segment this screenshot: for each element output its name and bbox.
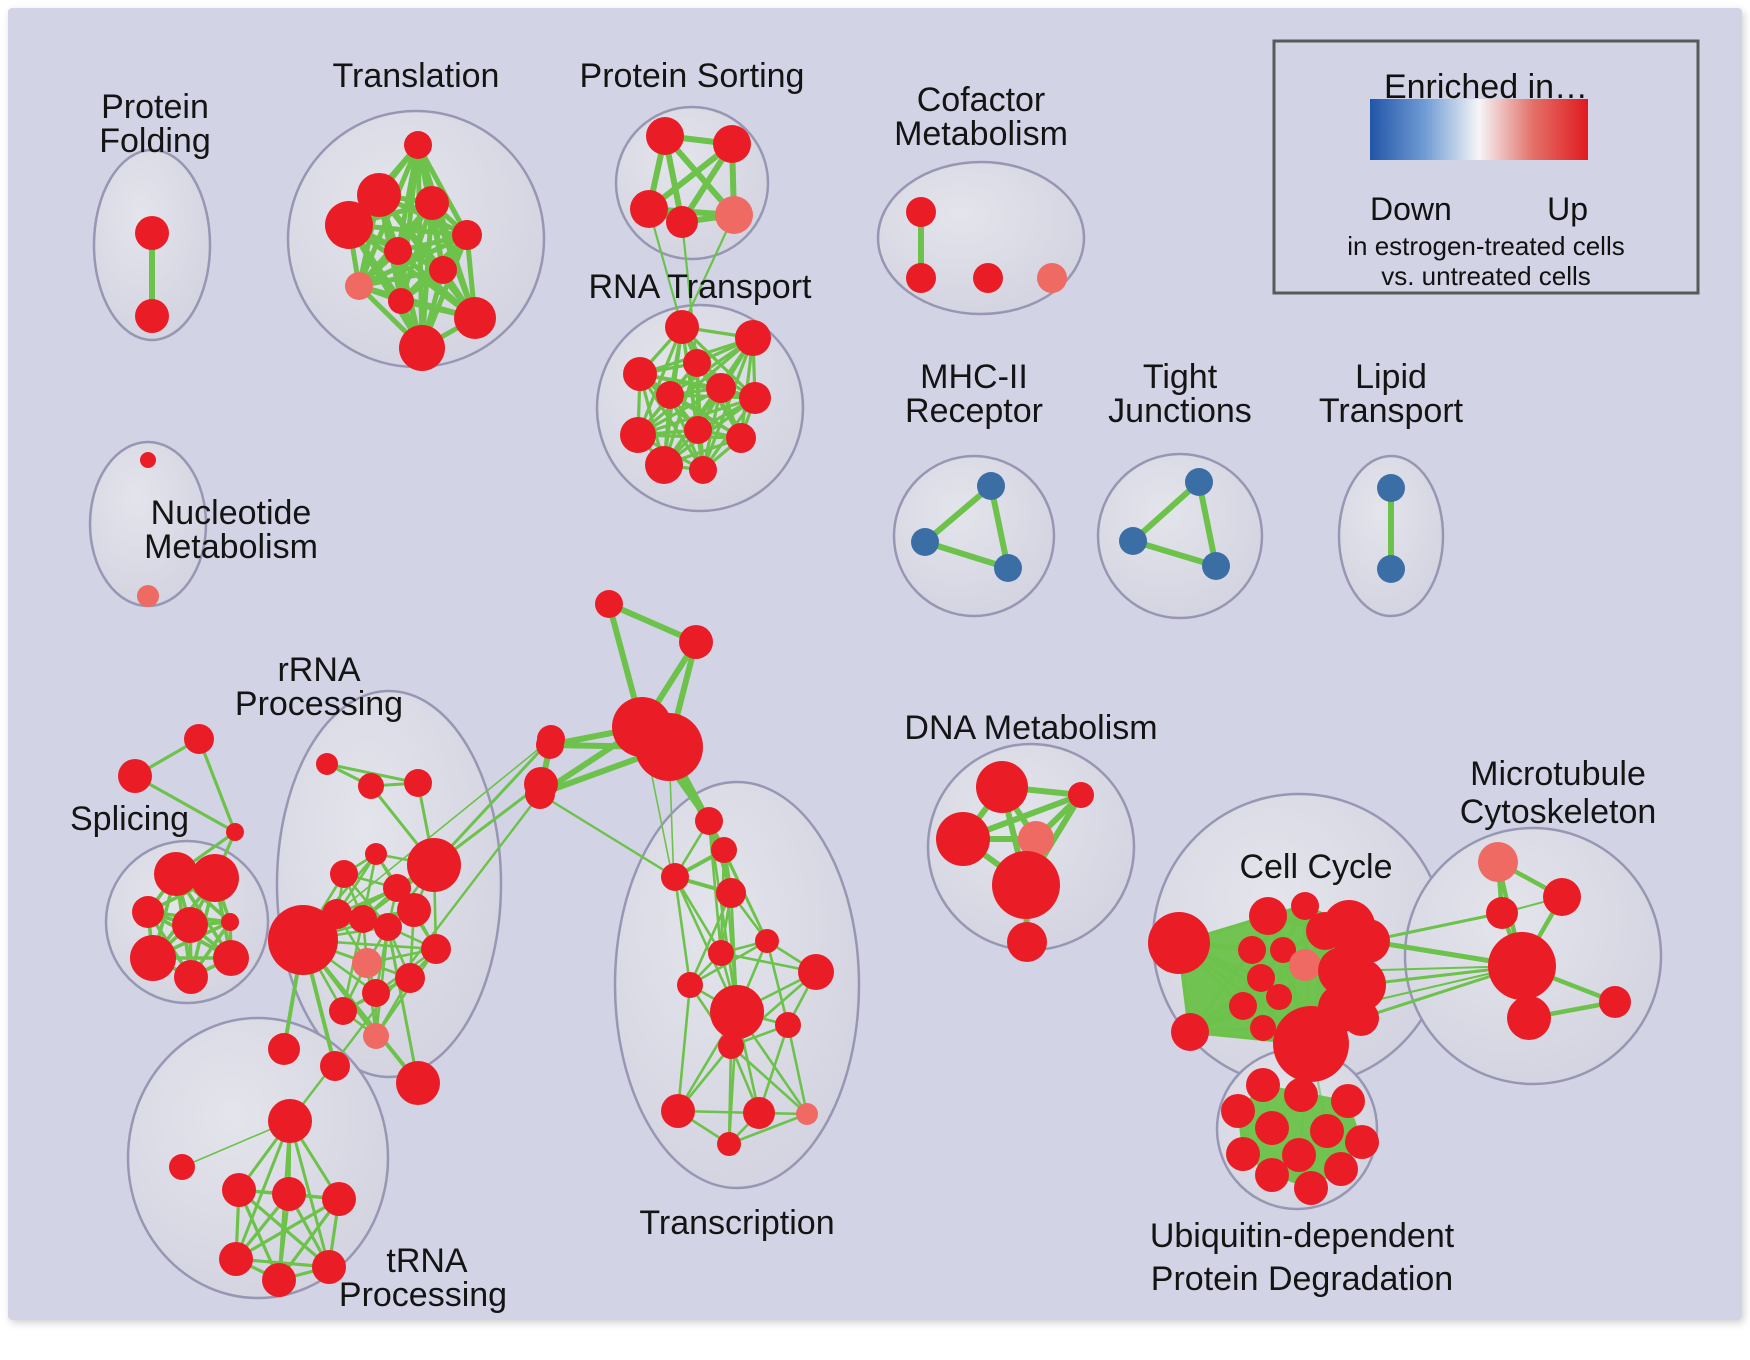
svg-text:Transport: Transport — [1319, 392, 1464, 430]
svg-text:vs. untreated cells: vs. untreated cells — [1381, 261, 1591, 291]
svg-text:Nucleotide: Nucleotide — [151, 494, 312, 532]
svg-text:Receptor: Receptor — [905, 392, 1043, 430]
svg-text:Translation: Translation — [333, 57, 500, 95]
svg-text:Cofactor: Cofactor — [917, 81, 1046, 119]
svg-text:Cell Cycle: Cell Cycle — [1239, 848, 1392, 886]
svg-text:Lipid: Lipid — [1355, 358, 1427, 396]
svg-text:Down: Down — [1370, 191, 1452, 227]
svg-text:Protein Sorting: Protein Sorting — [580, 57, 805, 95]
svg-text:tRNA: tRNA — [386, 1242, 468, 1280]
svg-text:Transcription: Transcription — [639, 1204, 834, 1242]
svg-text:rRNA: rRNA — [277, 651, 360, 689]
svg-text:Metabolism: Metabolism — [144, 528, 318, 566]
svg-text:Cytoskeleton: Cytoskeleton — [1460, 793, 1657, 831]
svg-text:Protein Degradation: Protein Degradation — [1151, 1260, 1453, 1298]
svg-text:Metabolism: Metabolism — [894, 115, 1068, 153]
svg-text:Junctions: Junctions — [1108, 392, 1252, 430]
svg-text:DNA Metabolism: DNA Metabolism — [904, 709, 1157, 747]
svg-text:Microtubule: Microtubule — [1470, 755, 1646, 793]
svg-text:Processing: Processing — [235, 685, 403, 723]
svg-text:RNA Transport: RNA Transport — [589, 268, 813, 306]
svg-text:MHC-II: MHC-II — [920, 358, 1028, 396]
svg-text:Processing: Processing — [339, 1276, 507, 1314]
svg-text:in estrogen-treated cells: in estrogen-treated cells — [1347, 231, 1624, 261]
svg-text:Ubiquitin-dependent: Ubiquitin-dependent — [1150, 1217, 1455, 1255]
svg-text:Up: Up — [1547, 191, 1588, 227]
svg-text:Folding: Folding — [99, 122, 211, 160]
svg-text:Protein: Protein — [101, 88, 209, 126]
svg-text:Splicing: Splicing — [70, 800, 189, 838]
svg-text:Tight: Tight — [1143, 358, 1218, 396]
